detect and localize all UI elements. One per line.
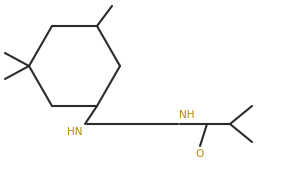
- Text: NH: NH: [179, 110, 195, 120]
- Text: HN: HN: [67, 127, 82, 137]
- Text: O: O: [195, 149, 203, 159]
